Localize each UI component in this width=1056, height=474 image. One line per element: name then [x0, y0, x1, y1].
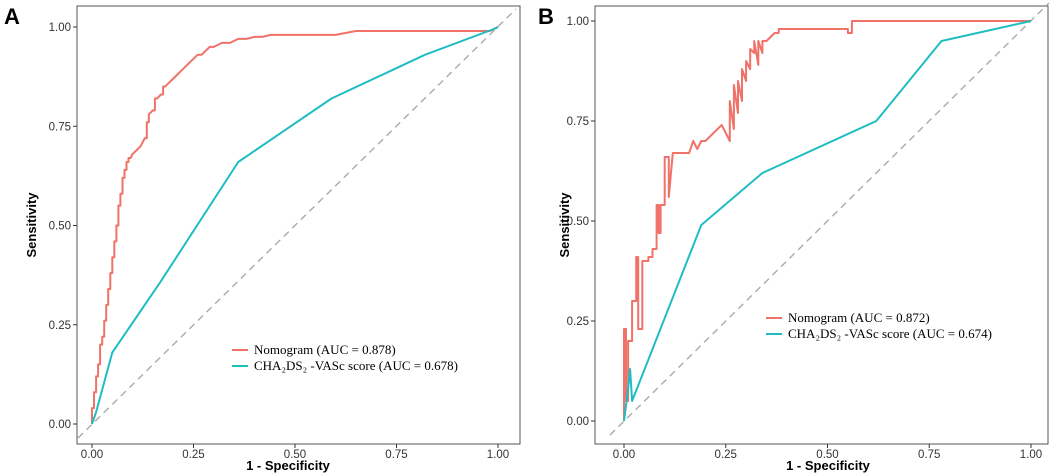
- panel-b-nomogram-roc-line: [623, 20, 1031, 421]
- panel-a-series-layer: [91, 26, 499, 425]
- panel-b-x-axis-title: 1 - Specificity: [786, 458, 871, 473]
- panel-b-roc-chart: B 0.00 0.25 0.50 0.75 1.00 0.00 0.25 0.50 0.75 1.…: [538, 2, 1050, 473]
- panel-a-x-axis-title: 1 - Specificity: [246, 458, 331, 473]
- panel-b-tick-layer: 0.00 0.25 0.50 0.75 1.00 0.00 0.25 0.50 0.75 1.00: [567, 16, 1043, 461]
- panel-a-y-tick-label: 0.00: [49, 419, 71, 431]
- panel-a-x-tick-label: 0.25: [182, 449, 204, 461]
- panel-b-series-layer: [623, 20, 1032, 422]
- panel-a-plot-border: [76, 5, 521, 445]
- panel-a-x-tick-label: 1.00: [487, 449, 509, 461]
- panel-b-x-tick-label: 0.00: [613, 449, 635, 461]
- panel-letter-b: B: [538, 4, 554, 29]
- panel-a-y-tick-label: 1.00: [49, 22, 71, 34]
- panel-a-x-tick-label: 0.50: [284, 449, 306, 461]
- panel-b-x-tick-label: 1.00: [1020, 449, 1042, 461]
- panel-a-tick-layer: 0.00 0.25 0.50 0.75 1.00 0.00 0.25 0.50 0.75 1.00: [49, 22, 510, 461]
- panel-b-y-tick-label: 0.50: [567, 216, 589, 228]
- panel-letter-a: A: [4, 4, 20, 29]
- panel-a-legend-label-chads-vasc: CHA₂DS₂ -VASc score (AUC = 0.678): [254, 358, 458, 373]
- panel-a-y-axis-title: Sensitivity: [24, 192, 39, 258]
- panel-a-legend-label-nomogram: Nomogram (AUC = 0.878): [254, 342, 396, 357]
- panel-a-x-tick-label: 0.00: [81, 449, 103, 461]
- panel-b-y-axis-title: Sensitivity: [557, 192, 572, 258]
- panel-a-legend: Nomogram (AUC = 0.878)CHA₂DS₂ -VASc scor…: [232, 342, 458, 373]
- panel-b-x-tick-label: 0.25: [715, 449, 737, 461]
- panel-b-reference-layer: [609, 2, 1050, 436]
- panel-a-reference-diagonal: [77, 8, 517, 439]
- panel-a-y-tick-label: 0.50: [49, 221, 71, 233]
- panel-a-roc-chart: A 0.00 0.25 0.50 0.75 1.00 0.00 0.25 0.50 0.75 1.…: [4, 4, 521, 473]
- panel-b-y-tick-label: 0.00: [567, 416, 589, 428]
- panel-b-reference-diagonal: [609, 2, 1050, 436]
- panel-a-y-tick-label: 0.75: [49, 121, 71, 133]
- panel-b-x-tick-label: 0.50: [816, 449, 838, 461]
- panel-a-y-tick-label: 0.25: [49, 320, 71, 332]
- panel-b-x-tick-label: 0.75: [918, 449, 940, 461]
- panel-b-y-tick-label: 0.25: [567, 316, 589, 328]
- panel-a-x-tick-label: 0.75: [385, 449, 407, 461]
- panel-a-chads-vasc-roc-line: [91, 26, 499, 425]
- panel-a-nomogram-roc-line: [91, 26, 499, 424]
- panel-b-legend-label-nomogram: Nomogram (AUC = 0.872): [788, 310, 930, 325]
- panel-b-chads-vasc-roc-line: [623, 20, 1032, 422]
- panel-b-legend: Nomogram (AUC = 0.872)CHA₂DS₂ -VASc scor…: [766, 310, 992, 341]
- panel-a-reference-layer: [77, 8, 517, 439]
- panel-b-y-tick-label: 0.75: [567, 116, 589, 128]
- panel-b-y-tick-label: 1.00: [567, 16, 589, 28]
- panel-b-legend-label-chads-vasc: CHA₂DS₂ -VASc score (AUC = 0.674): [788, 326, 992, 341]
